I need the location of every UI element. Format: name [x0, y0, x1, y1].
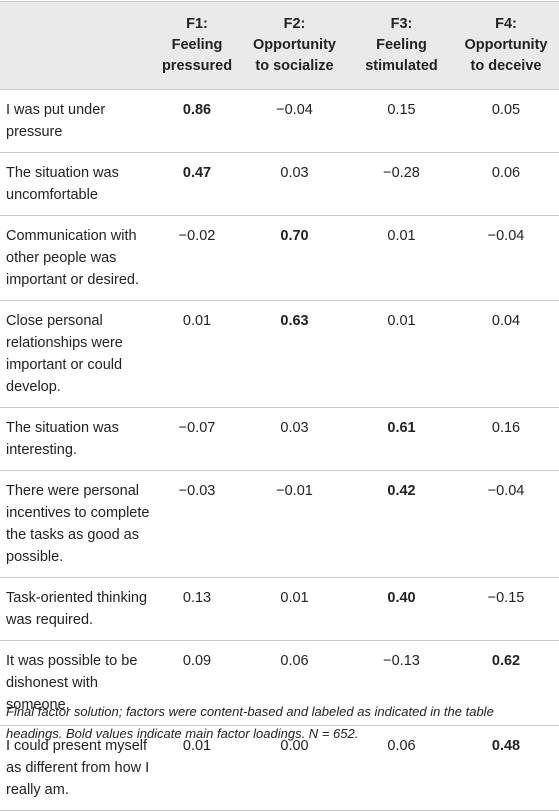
loading-value-f2: 0.01 — [239, 577, 350, 641]
loading-value-f1: 0.01 — [155, 300, 239, 408]
loading-value-f4: 0.62 — [453, 640, 559, 726]
header-f3-line: F3: — [390, 16, 413, 32]
header-f2-line: F2: — [283, 16, 306, 32]
header-f2-line: to socialize — [255, 58, 334, 74]
loading-value-f4: −0.15 — [453, 577, 559, 641]
loading-value-f2: 0.03 — [239, 407, 350, 471]
item-text: Communication with other people was impo… — [0, 215, 155, 301]
loading-value-f4: 0.04 — [453, 300, 559, 408]
loading-value-f2: 0.03 — [239, 152, 350, 216]
loading-value-f1: 0.13 — [155, 577, 239, 641]
header-f1-line: Feeling — [171, 37, 223, 53]
loading-value-f3: 0.01 — [350, 215, 453, 301]
header-f1-line: pressured — [161, 58, 233, 74]
loading-value-f1: 0.47 — [155, 152, 239, 216]
item-text: Task-oriented thinking was required. — [0, 577, 155, 641]
loading-value-f1: 0.86 — [155, 89, 239, 153]
loading-value-f2: −0.04 — [239, 89, 350, 153]
loading-value-f1: −0.03 — [155, 470, 239, 578]
loading-value-f3: 0.40 — [350, 577, 453, 641]
table-row: Communication with other people was impo… — [0, 215, 559, 301]
loading-value-f4: −0.04 — [453, 470, 559, 578]
loading-value-f3: −0.28 — [350, 152, 453, 216]
header-f1-line: F1: — [186, 16, 208, 32]
loading-value-f2: 0.06 — [239, 640, 350, 726]
header-f2-line: Opportunity — [253, 37, 336, 53]
footnote-text: Final factor solution; factors were cont… — [6, 704, 494, 741]
item-text: The situation was interesting. — [0, 407, 155, 471]
item-text: There were personal incentives to comple… — [0, 470, 155, 578]
header-row: F1: Feeling pressured F2: Opportunity to… — [0, 1, 559, 90]
item-text: I was put under pressure — [0, 89, 155, 153]
footnote-n-value: = 652. — [318, 726, 359, 741]
loading-value-f4: 0.05 — [453, 89, 559, 153]
loading-value-f3: 0.42 — [350, 470, 453, 578]
loading-value-f3: 0.61 — [350, 407, 453, 471]
table-row: The situation was uncomfortable 0.47 0.03−… — [0, 152, 559, 216]
loading-value-f2: −0.01 — [239, 470, 350, 578]
header-f3: F3: Feeling stimulated — [350, 1, 453, 90]
header-f4: F4: Opportunity to deceive — [453, 1, 559, 90]
table-row: The situation was interesting. −0.07 0.03 0… — [0, 407, 559, 471]
loading-value-f1: −0.02 — [155, 215, 239, 301]
header-item-column — [0, 1, 155, 90]
header-f3-line: stimulated — [365, 58, 438, 74]
table-row: Close personal relationships were import… — [0, 300, 559, 408]
header-f2: F2: Opportunity to socialize — [239, 1, 350, 90]
item-text: The situation was uncomfortable — [0, 152, 155, 216]
loading-value-f3: −0.13 — [350, 640, 453, 726]
header-f3-line: Feeling — [376, 37, 427, 53]
table-row: I was put under pressure 0.86 −0.04 0.15 0.0… — [0, 89, 559, 153]
loading-value-f4: 0.16 — [453, 407, 559, 471]
table-footnote: Final factor solution; factors were cont… — [6, 701, 551, 745]
loading-value-f1: 0.09 — [155, 640, 239, 726]
loading-value-f2: 0.63 — [239, 300, 350, 408]
header-f1: F1: Feeling pressured — [155, 1, 239, 90]
table-row: Task-oriented thinking was required. 0.13… — [0, 577, 559, 641]
loading-value-f2: 0.70 — [239, 215, 350, 301]
loading-value-f4: 0.06 — [453, 152, 559, 216]
item-text: It was possible to be dishonest with som… — [0, 640, 155, 726]
header-f4-line: to deceive — [470, 58, 542, 74]
header-f4-line: Opportunity — [464, 37, 548, 53]
loading-value-f1: −0.07 — [155, 407, 239, 471]
item-text: Close personal relationships were import… — [0, 300, 155, 408]
footnote-n-label: N — [308, 726, 319, 741]
table-row: There were personal incentives to comple… — [0, 470, 559, 578]
loading-value-f3: 0.15 — [350, 89, 453, 153]
loading-value-f3: 0.01 — [350, 300, 453, 408]
loading-value-f4: −0.04 — [453, 215, 559, 301]
header-f4-line: F4: — [495, 16, 517, 32]
table-row: It was possible to be dishonest with som… — [0, 640, 559, 726]
